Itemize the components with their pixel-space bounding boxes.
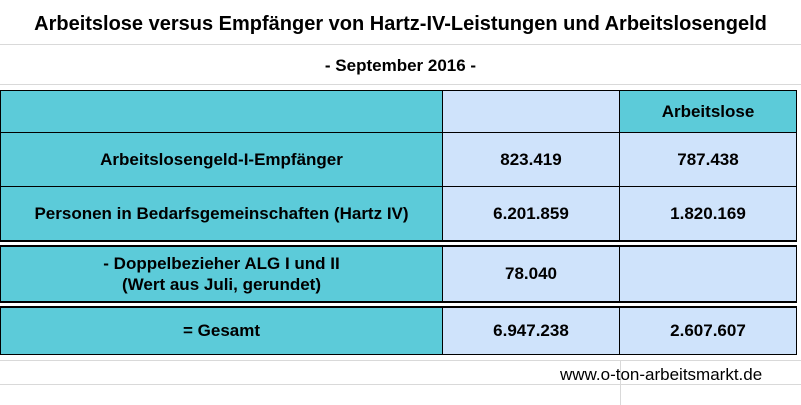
row-value: 6.201.859 — [442, 186, 620, 241]
row-value: 823.419 — [442, 132, 620, 187]
row-label: = Gesamt — [0, 307, 443, 355]
double-divider — [0, 302, 797, 307]
header-cell-arbeitslose: Arbeitslose — [619, 90, 797, 133]
row-value: 2.607.607 — [619, 307, 797, 355]
source-url: www.o-ton-arbeitsmarkt.de — [560, 365, 763, 384]
row-value: 6.947.238 — [442, 307, 620, 355]
header-cell-empty — [0, 90, 443, 133]
page-subtitle: - September 2016 - — [324, 56, 477, 75]
gridline — [0, 384, 801, 385]
double-divider — [0, 241, 797, 246]
row-label-line: - Doppelbezieher ALG I und II — [103, 254, 340, 273]
row-label: - Doppelbezieher ALG I und II (Wert aus … — [0, 246, 443, 302]
gridline — [620, 360, 621, 405]
row-value: 1.820.169 — [619, 186, 797, 241]
header-cell-empty — [442, 90, 620, 133]
row-label-line: (Wert aus Juli, gerundet) — [122, 275, 321, 294]
row-value — [619, 246, 797, 302]
row-value: 78.040 — [442, 246, 620, 302]
row-label: Arbeitslosengeld-I-Empfänger — [0, 132, 443, 187]
row-value: 787.438 — [619, 132, 797, 187]
gridline — [0, 360, 801, 361]
page-title: Arbeitslose versus Empfänger von Hartz-I… — [34, 12, 767, 35]
row-label: Personen in Bedarfsgemeinschaften (Hartz… — [0, 186, 443, 241]
gridline — [0, 44, 801, 45]
gridline — [0, 84, 801, 85]
